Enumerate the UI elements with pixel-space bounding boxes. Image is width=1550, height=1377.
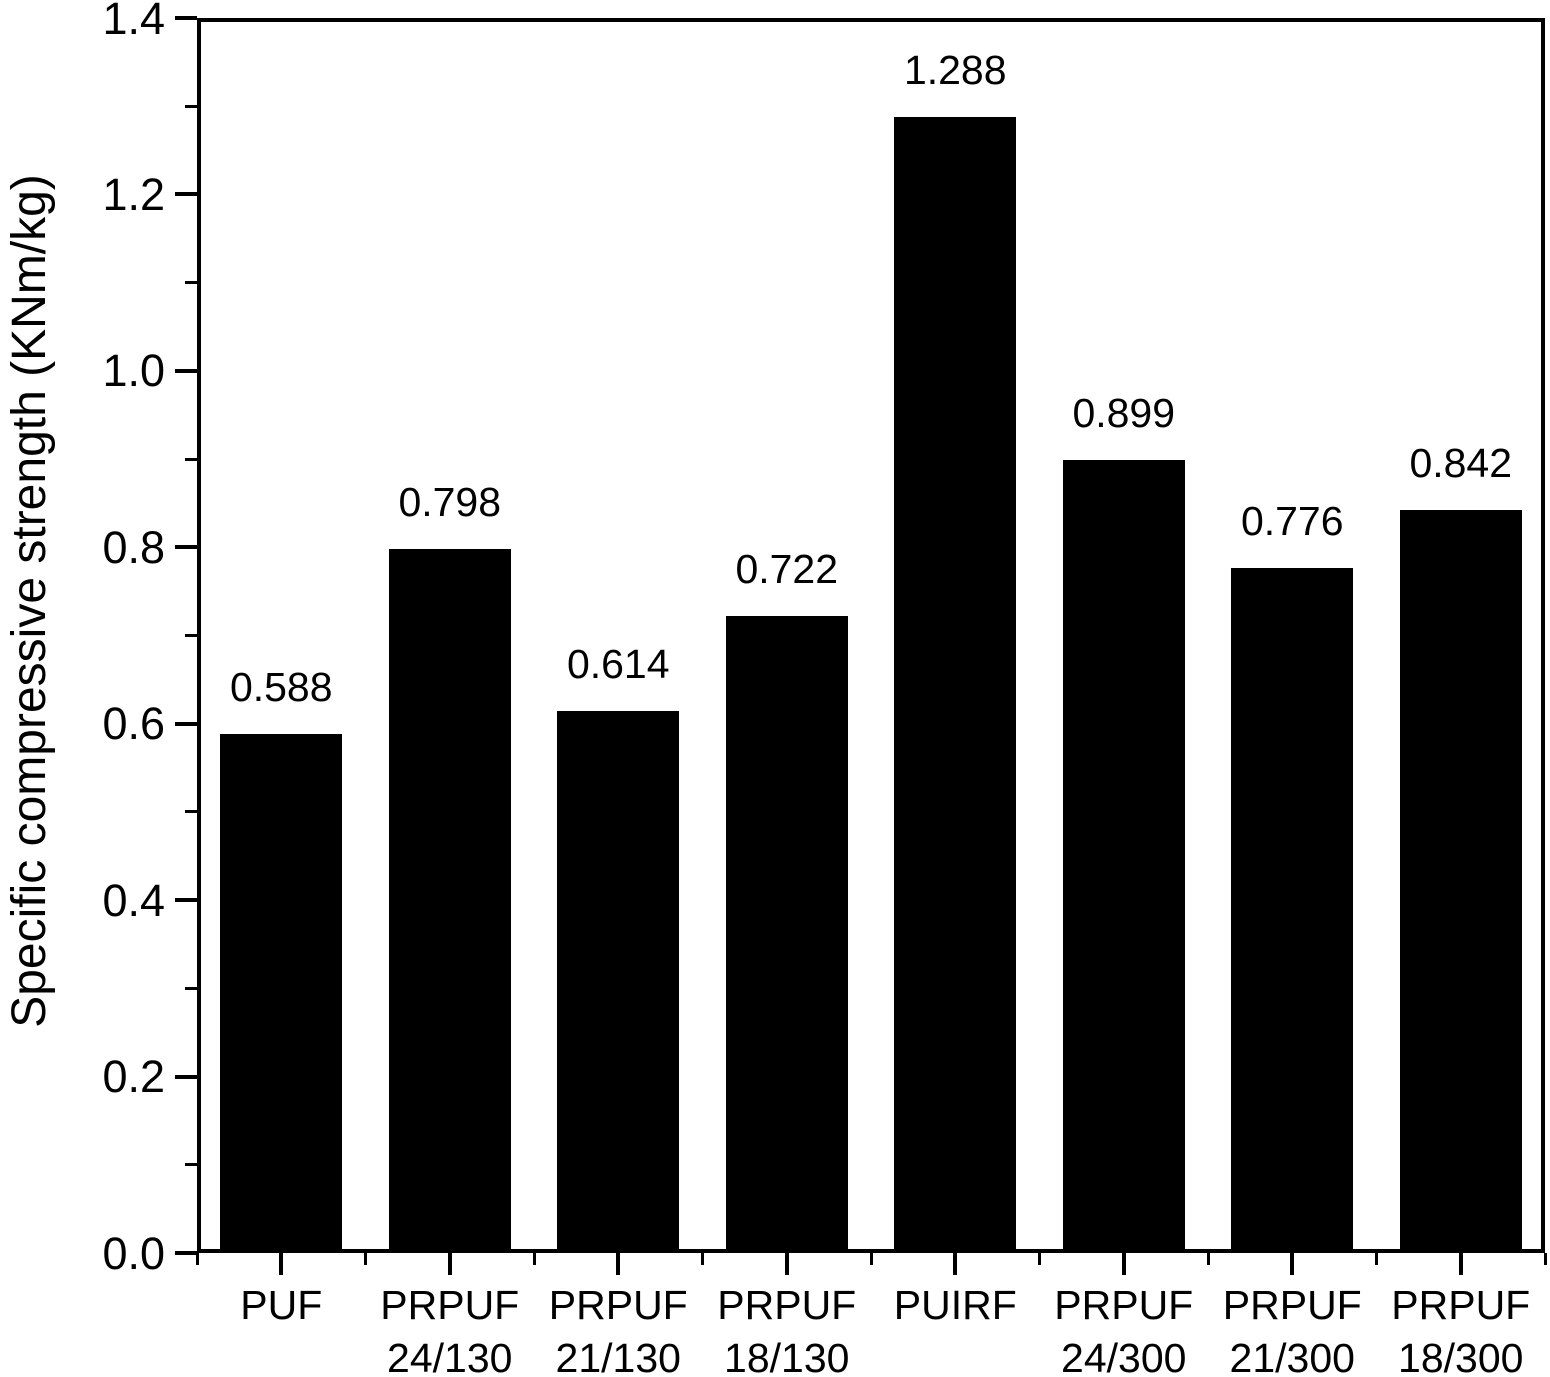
plot-area: 0.0 0.2 0.4 0.6 0.8 1.0 1.2 1.4 0.588 PUF 0.798 PRP… — [102, 0, 1547, 1377]
bar — [220, 734, 343, 1253]
bar — [1399, 510, 1522, 1253]
x-category-label-line: PUF — [240, 1282, 323, 1328]
bar — [1231, 568, 1354, 1253]
x-category-label-line: PRPUF — [380, 1282, 520, 1328]
y-major-tick — [175, 192, 197, 197]
bar-value-label: 0.588 — [229, 664, 333, 711]
bar — [1062, 459, 1185, 1253]
y-major-tick — [175, 368, 197, 373]
x-category-label: PUIRF — [871, 1279, 1040, 1332]
x-category-label: PUF — [197, 1279, 366, 1332]
y-tick-label: 0.8 — [102, 521, 165, 573]
y-major-tick — [175, 16, 197, 20]
y-minor-tick — [185, 457, 197, 461]
x-major-tick — [953, 1253, 958, 1275]
x-major-tick — [279, 1253, 284, 1275]
y-tick-label: 0.4 — [102, 874, 165, 926]
x-category-label: PRPUF 21/300 — [1208, 1279, 1377, 1377]
x-minor-tick — [1038, 1253, 1041, 1265]
bar-value-label: 0.776 — [1240, 498, 1344, 545]
x-major-tick — [1290, 1253, 1295, 1275]
y-major-tick — [175, 545, 197, 550]
bar-value-label: 0.842 — [1409, 440, 1513, 487]
x-major-tick — [447, 1253, 452, 1275]
y-tick-label: 0.2 — [102, 1051, 165, 1103]
y-major-tick — [175, 721, 197, 726]
x-minor-tick — [1375, 1253, 1378, 1265]
x-category-label-line: PRPUF — [1054, 1282, 1194, 1328]
x-minor-tick — [1543, 1253, 1547, 1265]
x-minor-tick — [195, 1253, 199, 1265]
x-category-label-line: 21/300 — [1229, 1335, 1355, 1377]
y-tick-label: 1.2 — [102, 168, 165, 220]
y-major-tick — [175, 1074, 197, 1079]
y-major-tick — [175, 1251, 197, 1255]
x-category-label: PRPUF 21/130 — [534, 1279, 703, 1377]
bar — [725, 616, 848, 1253]
x-category-label: PRPUF 18/300 — [1377, 1279, 1546, 1377]
y-minor-tick — [185, 810, 197, 814]
x-category-label-line: PRPUF — [1391, 1282, 1531, 1328]
y-tick-label: 1.4 — [102, 0, 165, 44]
x-major-tick — [616, 1253, 621, 1275]
y-tick-label: 0.0 — [102, 1227, 165, 1279]
x-minor-tick — [869, 1253, 873, 1265]
y-minor-tick — [185, 281, 197, 285]
x-category-label-line: 18/130 — [724, 1335, 850, 1377]
bar — [557, 711, 680, 1253]
bar-value-label: 0.899 — [1072, 389, 1176, 436]
plot-frame — [197, 18, 1545, 1253]
bar — [388, 549, 511, 1253]
y-minor-tick — [185, 104, 197, 108]
x-category-label-line: 24/300 — [1061, 1335, 1187, 1377]
x-major-tick — [784, 1253, 789, 1275]
y-tick-label: 0.6 — [102, 698, 165, 750]
y-major-tick — [175, 898, 197, 903]
x-major-tick — [1458, 1253, 1463, 1275]
bar-value-label: 0.722 — [735, 546, 839, 593]
x-minor-tick — [701, 1253, 704, 1265]
x-major-tick — [1121, 1253, 1126, 1275]
bar-value-label: 0.798 — [398, 479, 502, 526]
x-minor-tick — [1206, 1253, 1210, 1265]
x-category-label-line: PRPUF — [1222, 1282, 1362, 1328]
x-category-label: PRPUF 24/130 — [366, 1279, 535, 1377]
x-category-label-line: PRPUF — [548, 1282, 688, 1328]
bar — [894, 116, 1017, 1253]
bar-value-label: 1.288 — [903, 46, 1007, 93]
x-category-label-line: PRPUF — [717, 1282, 857, 1328]
x-category-label-line: 21/130 — [555, 1335, 681, 1377]
x-minor-tick — [532, 1253, 536, 1265]
y-tick-label: 1.0 — [102, 345, 165, 397]
x-category-label: PRPUF 18/130 — [703, 1279, 872, 1377]
x-minor-tick — [364, 1253, 367, 1265]
x-category-label-line: 24/130 — [387, 1335, 513, 1377]
x-category-label: PRPUF 24/300 — [1040, 1279, 1209, 1377]
x-category-label-line: 18/300 — [1398, 1335, 1524, 1377]
y-minor-tick — [185, 986, 197, 990]
y-minor-tick — [185, 1163, 197, 1167]
x-category-label-line: PUIRF — [893, 1282, 1017, 1328]
bar-value-label: 0.614 — [566, 641, 670, 688]
y-minor-tick — [185, 634, 197, 637]
